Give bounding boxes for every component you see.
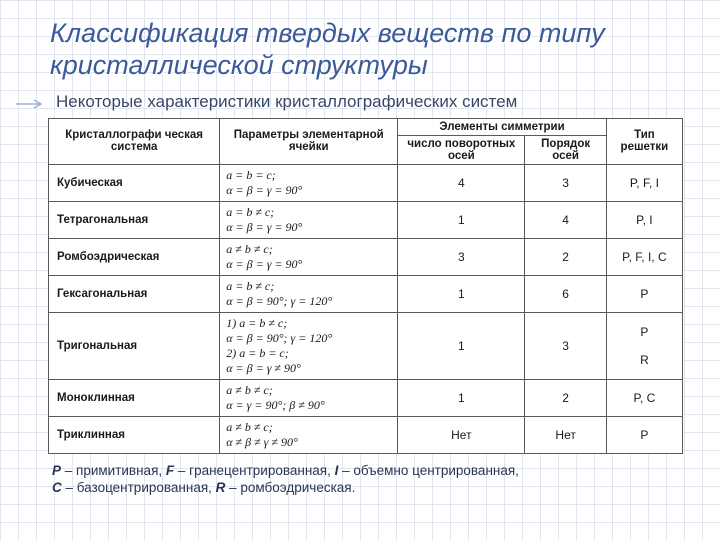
cell-lattice: P, F, I, C	[606, 238, 682, 275]
legend-C-text: – базоцентрированная,	[62, 480, 216, 495]
subtitle-container: Некоторые характеристики кристаллографич…	[50, 92, 686, 112]
th-rot-axes: число поворотных осей	[398, 135, 525, 164]
cell-params: a ≠ b ≠ c;α = β = γ = 90°	[220, 238, 398, 275]
th-symmetry: Элементы симметрии	[398, 118, 607, 135]
legend-P: P	[52, 463, 61, 478]
cell-params: 1) a = b ≠ c;α = β = 90°; γ = 120°2) a =…	[220, 312, 398, 379]
cell-axis-order: 6	[525, 275, 606, 312]
cell-rot-axes: 1	[398, 379, 525, 416]
cell-rot-axes: 4	[398, 164, 525, 201]
legend-C: C	[52, 480, 62, 495]
cell-system: Тригональная	[49, 312, 220, 379]
cell-lattice: P	[606, 416, 682, 453]
cell-axis-order: 4	[525, 201, 606, 238]
cell-rot-axes: 1	[398, 312, 525, 379]
cell-system: Моноклинная	[49, 379, 220, 416]
bullet-arrow-icon	[16, 99, 46, 109]
cell-params: a = b = c;α = β = γ = 90°	[220, 164, 398, 201]
legend-F-text: – гранецентрированная,	[174, 463, 334, 478]
table-row: Моноклиннаяa ≠ b ≠ c;α = γ = 90°; β ≠ 90…	[49, 379, 683, 416]
th-lattice: Тип решетки	[606, 118, 682, 164]
cell-lattice: P	[606, 275, 682, 312]
cell-lattice: P, I	[606, 201, 682, 238]
slide-title: Классификация твердых веществ по типу кр…	[50, 18, 686, 82]
legend-R-text: – ромбоэдрическая.	[225, 480, 355, 495]
cell-params: a = b ≠ c;α = β = γ = 90°	[220, 201, 398, 238]
cell-system: Кубическая	[49, 164, 220, 201]
cell-lattice: P, F, I	[606, 164, 682, 201]
th-system: Кристаллографи ческая система	[49, 118, 220, 164]
cell-axis-order: Нет	[525, 416, 606, 453]
cell-axis-order: 3	[525, 312, 606, 379]
cell-lattice: PR	[606, 312, 682, 379]
th-params: Параметры элементарной ячейки	[220, 118, 398, 164]
cell-system: Гексагональная	[49, 275, 220, 312]
slide: Классификация твердых веществ по типу кр…	[0, 0, 720, 540]
legend-P-text: – примитивная,	[61, 463, 166, 478]
cell-params: a ≠ b ≠ c;α ≠ β ≠ γ ≠ 90°	[220, 416, 398, 453]
crystal-table: Кристаллографи ческая система Параметры …	[48, 118, 683, 454]
table-body: Кубическаяa = b = c;α = β = γ = 90°43P, …	[49, 164, 683, 453]
table-row: Триклиннаяa ≠ b ≠ c;α ≠ β ≠ γ ≠ 90°НетНе…	[49, 416, 683, 453]
cell-lattice: P, C	[606, 379, 682, 416]
cell-axis-order: 2	[525, 238, 606, 275]
legend-F: F	[166, 463, 174, 478]
cell-rot-axes: 3	[398, 238, 525, 275]
cell-rot-axes: Нет	[398, 416, 525, 453]
legend-I-text: – объемно центрированная,	[338, 463, 519, 478]
table-row: Гексагональнаяa = b ≠ c;α = β = 90°; γ =…	[49, 275, 683, 312]
cell-rot-axes: 1	[398, 275, 525, 312]
slide-subtitle: Некоторые характеристики кристаллографич…	[56, 92, 686, 112]
cell-params: a ≠ b ≠ c;α = γ = 90°; β ≠ 90°	[220, 379, 398, 416]
table-row: Кубическаяa = b = c;α = β = γ = 90°43P, …	[49, 164, 683, 201]
legend-R: R	[216, 480, 226, 495]
cell-system: Ромбоэдрическая	[49, 238, 220, 275]
cell-axis-order: 2	[525, 379, 606, 416]
cell-system: Тетрагональная	[49, 201, 220, 238]
legend: P – примитивная, F – гранецентрированная…	[52, 462, 686, 497]
table-row: Тетрагональнаяa = b ≠ c;α = β = γ = 90°1…	[49, 201, 683, 238]
th-axis-order: Порядок осей	[525, 135, 606, 164]
cell-params: a = b ≠ c;α = β = 90°; γ = 120°	[220, 275, 398, 312]
cell-rot-axes: 1	[398, 201, 525, 238]
table-row: Ромбоэдрическаяa ≠ b ≠ c;α = β = γ = 90°…	[49, 238, 683, 275]
table-row: Тригональная1) a = b ≠ c;α = β = 90°; γ …	[49, 312, 683, 379]
cell-axis-order: 3	[525, 164, 606, 201]
cell-system: Триклинная	[49, 416, 220, 453]
